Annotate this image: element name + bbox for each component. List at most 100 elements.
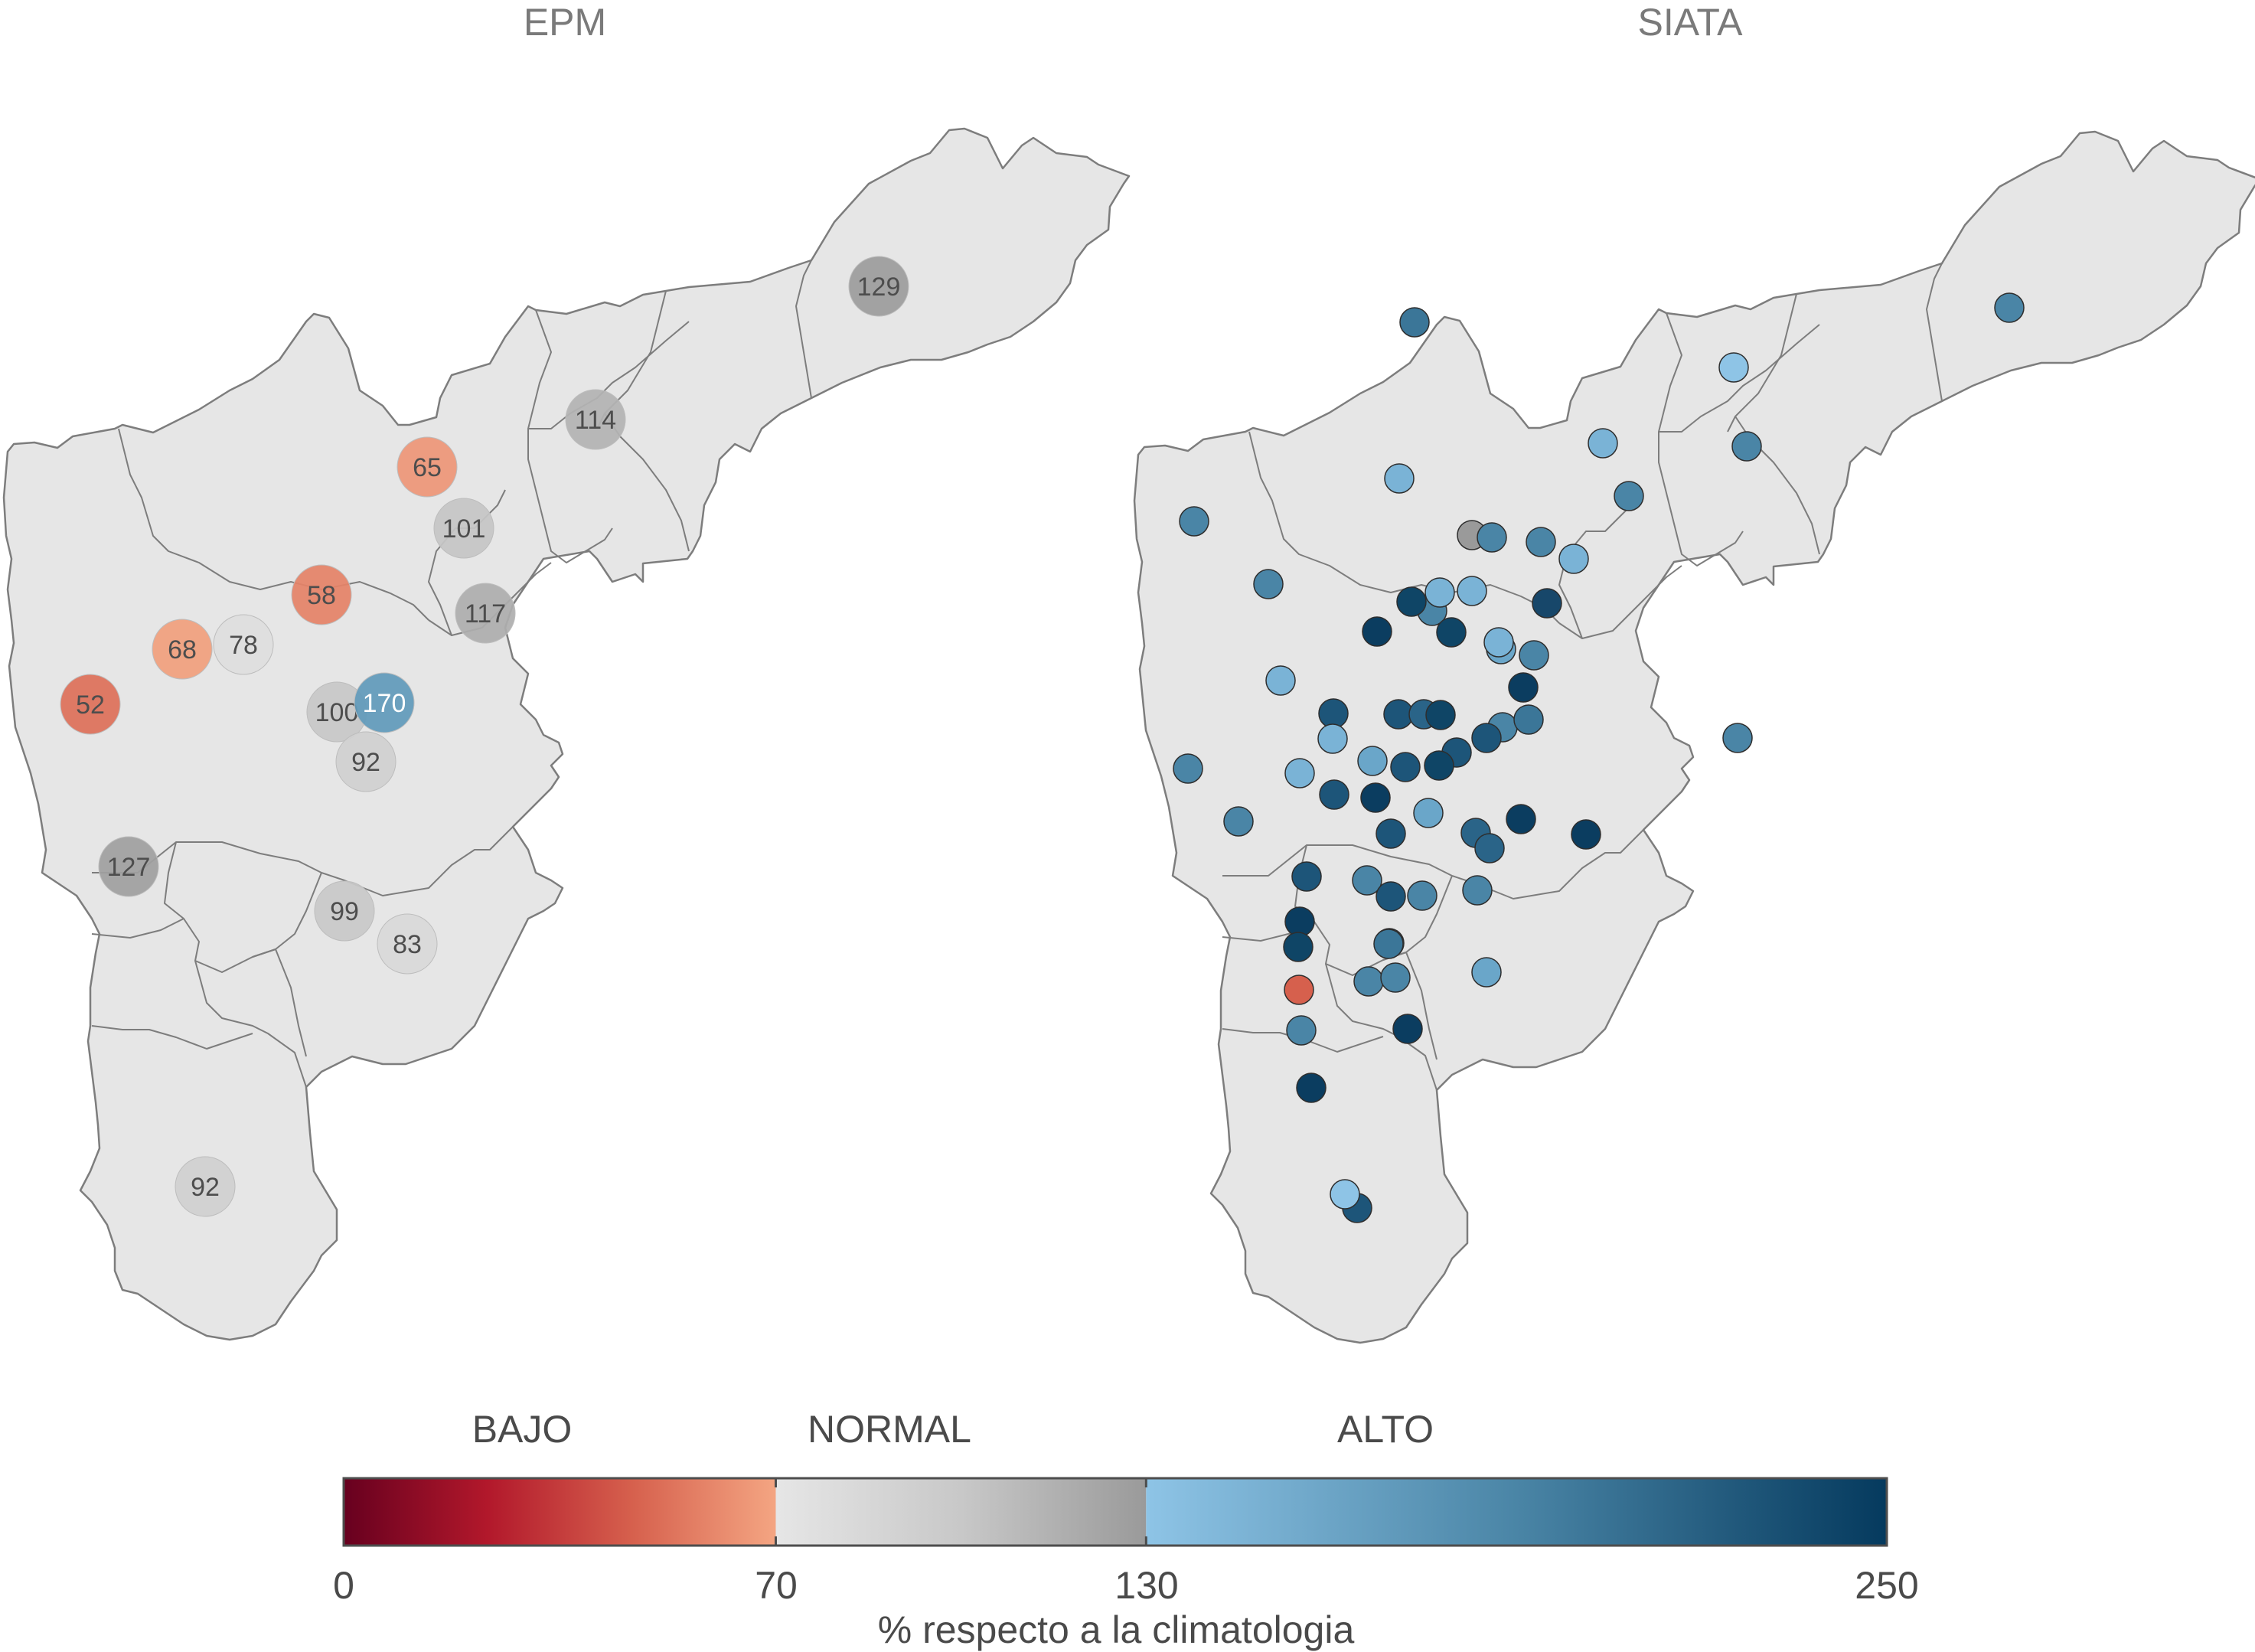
- siata-station-marker: [1381, 963, 1410, 992]
- epm-station-label: 52: [76, 691, 105, 720]
- siata-station-marker: [1424, 751, 1454, 780]
- siata-region-outline: [1134, 132, 2255, 1343]
- epm-station-marker: [60, 674, 121, 735]
- siata-station-marker: [1532, 589, 1562, 618]
- siata-station-marker: [1376, 882, 1405, 911]
- legend-category-bajo: BAJO: [472, 1408, 573, 1451]
- legend-tick-0: 0: [333, 1564, 354, 1607]
- legend-category-alto: ALTO: [1337, 1408, 1434, 1451]
- siata-station-marker: [1519, 641, 1548, 670]
- siata-station-marker: [1393, 1014, 1422, 1043]
- siata-station-marker: [1254, 570, 1283, 599]
- epm-station-marker: [565, 389, 626, 450]
- siata-station-marker: [1514, 705, 1543, 734]
- legend-colorbar: [342, 1477, 1888, 1547]
- epm-station-label: 114: [575, 406, 616, 435]
- siata-station-marker: [1374, 929, 1403, 958]
- legend-title: % respecto a la climatologia: [877, 1608, 1355, 1651]
- legend-tick-250: 250: [1855, 1564, 1919, 1607]
- siata-station-marker: [1571, 820, 1601, 849]
- siata-subregion-border: [1326, 964, 1437, 1090]
- siata-station-marker: [1362, 617, 1392, 646]
- epm-station-marker: [377, 913, 438, 975]
- siata-station-marker: [1719, 353, 1748, 382]
- epm-subregion-border: [119, 429, 429, 620]
- epm-subregion-border: [528, 310, 612, 563]
- siata-station-marker: [1285, 907, 1314, 936]
- epm-station-marker: [152, 619, 213, 680]
- siata-station-marker: [1723, 723, 1752, 753]
- epm-station-label: 92: [351, 748, 380, 777]
- legend-tick-70: 70: [755, 1564, 798, 1607]
- epm-subregion-border: [528, 322, 689, 429]
- siata-station-marker: [1995, 293, 2024, 322]
- siata-station-marker: [1376, 819, 1405, 848]
- epm-subregion-border: [92, 1026, 253, 1049]
- epm-station-marker: [213, 614, 274, 675]
- siata-station-marker: [1285, 759, 1314, 788]
- siata-station-marker: [1588, 429, 1617, 458]
- epm-station-label: 100: [315, 698, 359, 727]
- epm-station-marker: [397, 436, 458, 498]
- siata-station-marker: [1358, 746, 1387, 775]
- siata-subregion-border: [1927, 263, 1942, 401]
- legend-segment-1: [775, 1478, 1147, 1546]
- siata-station-marker: [1320, 780, 1349, 809]
- siata-station-marker: [1614, 482, 1643, 511]
- epm-station-label: 129: [857, 273, 901, 302]
- epm-subregion-border: [92, 919, 184, 938]
- siata-station-marker: [1477, 523, 1506, 552]
- epm-station-marker: [335, 731, 397, 792]
- siata-station-marker: [1354, 967, 1383, 996]
- siata-station-marker: [1472, 723, 1501, 753]
- epm-station-label: 101: [442, 514, 486, 544]
- siata-station-marker: [1559, 544, 1588, 573]
- epm-region-outline: [4, 129, 1129, 1340]
- siata-subregion-border: [1659, 313, 1743, 566]
- epm-map: 129 114 65 101 58 117 68 78 52 100 170 92 127 99 83 92: [4, 129, 1129, 1340]
- epm-station-marker: [175, 1156, 236, 1217]
- epm-station-marker: [314, 880, 375, 942]
- epm-station-label: 58: [307, 581, 336, 610]
- siata-station-marker: [1397, 587, 1426, 616]
- epm-station-marker: [848, 256, 909, 317]
- siata-station-marker: [1330, 1180, 1359, 1209]
- epm-station-label: 78: [229, 631, 258, 660]
- siata-subregion-border: [1249, 432, 1559, 623]
- epm-station-label: 170: [363, 689, 406, 718]
- epm-station-label: 68: [168, 635, 197, 664]
- epm-station-label: 83: [393, 930, 422, 959]
- epm-subregion-border: [195, 961, 306, 1087]
- siata-station-marker: [1353, 866, 1382, 895]
- siata-station-marker: [1408, 881, 1437, 910]
- siata-subregion-border: [1728, 294, 1796, 432]
- epm-station-label: 99: [330, 897, 359, 926]
- siata-station-marker: [1426, 700, 1455, 730]
- legend-segment-0: [344, 1478, 776, 1546]
- epm-subregion-border: [796, 260, 811, 398]
- siata-subregion-border: [1659, 325, 1819, 432]
- siata-station-marker: [1318, 724, 1347, 753]
- siata-station-marker: [1287, 1016, 1316, 1045]
- epm-station-marker: [455, 583, 516, 644]
- siata-subregion-border: [1295, 845, 1452, 975]
- siata-station-marker: [1284, 932, 1313, 961]
- siata-station-marker: [1292, 862, 1321, 891]
- siata-station-marker: [1180, 507, 1209, 536]
- siata-subregion-border: [1559, 566, 1682, 638]
- epm-station-label: 117: [465, 599, 506, 628]
- legend-frame: [342, 1477, 1888, 1547]
- siata-subregion-border: [1559, 493, 1636, 638]
- siata-station-marker: [1732, 432, 1761, 461]
- legend-tick-130: 130: [1114, 1564, 1179, 1607]
- siata-station-marker: [1391, 753, 1420, 782]
- siata-station-marker: [1437, 618, 1466, 647]
- siata-station-marker: [1509, 673, 1538, 702]
- siata-station-marker: [1173, 754, 1203, 783]
- legend-category-normal: NORMAL: [808, 1408, 971, 1451]
- siata-station-marker: [1224, 807, 1253, 836]
- siata-station-marker: [1475, 834, 1504, 863]
- siata-map: [1134, 132, 2255, 1343]
- epm-title: EPM: [523, 1, 607, 44]
